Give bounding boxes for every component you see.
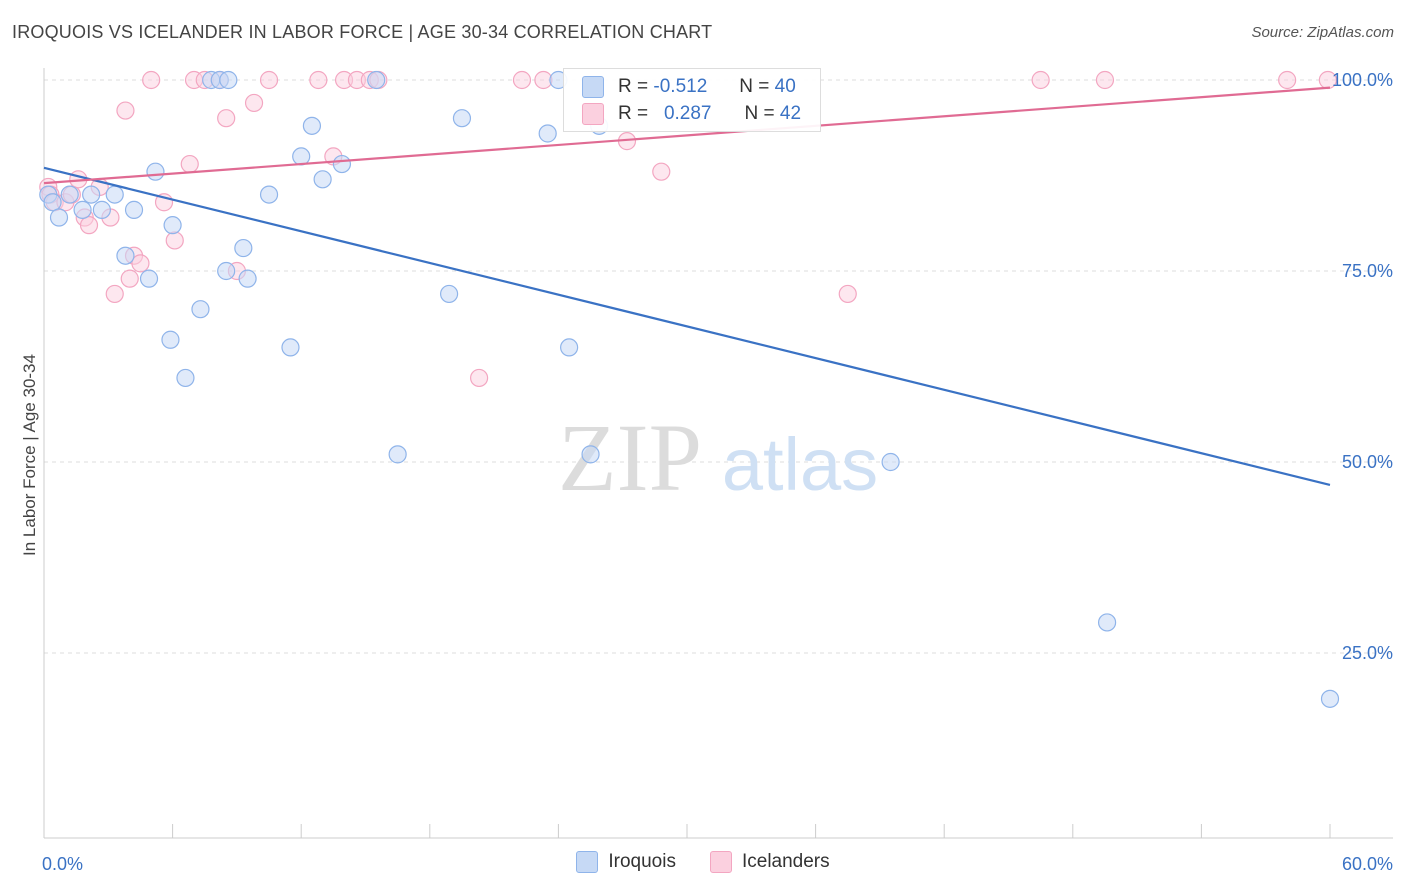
watermark-zip: ZIP bbox=[558, 404, 702, 511]
stats-row-iroquois: R = -0.512 N = 40 bbox=[582, 74, 796, 100]
icelanders-point bbox=[838, 284, 857, 304]
iroquois-point bbox=[105, 185, 124, 204]
icelanders-point bbox=[142, 70, 161, 90]
tick-labels: 25.0% 50.0% 75.0% 100.0% 0.0% 60.0% bbox=[42, 70, 1393, 874]
iroquois-point bbox=[292, 147, 311, 166]
trendline-iroquois bbox=[43, 166, 1331, 486]
icelanders-point bbox=[116, 101, 135, 120]
iroquois-point bbox=[367, 70, 386, 90]
iroquois-point bbox=[881, 452, 900, 472]
legend: Iroquois Icelanders bbox=[0, 851, 1406, 873]
stats-swatch-iroquois bbox=[582, 76, 604, 98]
iroquois-point bbox=[43, 193, 62, 212]
icelanders-point bbox=[165, 231, 184, 250]
iroquois-point bbox=[560, 338, 579, 357]
icelanders-point bbox=[652, 162, 671, 181]
legend-swatch-icelanders bbox=[709, 851, 732, 873]
iroquois-point bbox=[302, 116, 322, 135]
axes bbox=[43, 68, 1393, 839]
iroquois-point bbox=[73, 200, 92, 219]
gridlines bbox=[44, 79, 1393, 654]
icelanders-point bbox=[79, 216, 99, 235]
icelanders-point bbox=[217, 109, 236, 128]
trendlines bbox=[43, 86, 1331, 486]
iroquois-point bbox=[313, 170, 332, 189]
stats-row-icelanders: R = 0.287 N = 42 bbox=[582, 101, 801, 127]
icelanders-point bbox=[259, 70, 279, 90]
iroquois-point bbox=[332, 154, 352, 174]
iroquois-point bbox=[161, 330, 180, 349]
iroquois-point bbox=[163, 216, 182, 235]
stats-r-value: 0.287 bbox=[663, 103, 712, 124]
iroquois-point bbox=[191, 300, 210, 319]
iroquois-point bbox=[259, 185, 279, 204]
icelanders-point bbox=[120, 269, 139, 288]
icelanders-point bbox=[180, 154, 199, 174]
iroquois-point bbox=[538, 124, 557, 143]
icelanders-point bbox=[469, 368, 489, 388]
legend-label-iroquois: Iroquois bbox=[608, 851, 676, 872]
iroquois-point bbox=[92, 200, 111, 219]
iroquois-point bbox=[1320, 689, 1340, 708]
iroquois-point bbox=[139, 269, 159, 288]
stats-r-value: -0.512 bbox=[653, 76, 708, 97]
iroquois-point bbox=[281, 338, 300, 357]
iroquois-point bbox=[234, 238, 253, 258]
watermark-atlas: atlas bbox=[722, 423, 878, 506]
stats-n-label: N = bbox=[739, 76, 770, 97]
chart-title: IROQUOIS VS ICELANDER IN LABOR FORCE | A… bbox=[12, 22, 713, 42]
iroquois-point bbox=[49, 208, 69, 227]
x-tick-label: 0.0% bbox=[42, 854, 83, 874]
icelanders-point bbox=[131, 254, 150, 273]
icelanders-point bbox=[244, 93, 264, 113]
iroquois-point bbox=[1097, 613, 1117, 632]
icelanders-point bbox=[1031, 70, 1050, 90]
iroquois-point bbox=[60, 185, 79, 204]
stats-box: R = -0.512 N = 40 R = 0.287 N = 42 bbox=[563, 68, 821, 132]
x-tick-label: 60.0% bbox=[1342, 854, 1393, 874]
stats-r-label: R = bbox=[618, 76, 649, 97]
legend-swatch-iroquois bbox=[576, 851, 599, 873]
legend-item-icelanders[interactable]: Icelanders bbox=[709, 851, 830, 873]
y-tick-label: 50.0% bbox=[1342, 452, 1393, 472]
iroquois-point bbox=[82, 185, 101, 204]
stats-n-value: 42 bbox=[779, 103, 802, 124]
iroquois-point bbox=[452, 109, 472, 128]
icelanders-point bbox=[1278, 70, 1297, 90]
iroquois-point bbox=[439, 284, 459, 304]
y-tick-label: 25.0% bbox=[1342, 643, 1393, 663]
iroquois-point bbox=[124, 200, 144, 219]
stats-n-value: 40 bbox=[774, 76, 796, 97]
iroquois-point bbox=[146, 162, 165, 181]
legend-label-icelanders: Icelanders bbox=[741, 851, 830, 872]
iroquois-point bbox=[116, 246, 135, 265]
iroquois-point bbox=[219, 70, 238, 90]
series-iroquois bbox=[39, 70, 1340, 708]
icelanders-point bbox=[1095, 70, 1115, 90]
source-label: Source: ZipAtlas.com bbox=[1251, 24, 1394, 41]
trendline-icelanders bbox=[43, 86, 1331, 185]
y-tick-label: 100.0% bbox=[1332, 70, 1393, 90]
iroquois-point bbox=[238, 269, 257, 288]
icelanders-point bbox=[105, 284, 124, 304]
iroquois-point bbox=[581, 445, 600, 464]
stats-r-label: R = bbox=[618, 103, 649, 124]
stats-swatch-icelanders bbox=[582, 103, 604, 125]
legend-item-iroquois[interactable]: Iroquois bbox=[576, 851, 676, 873]
y-tick-label: 75.0% bbox=[1342, 261, 1393, 281]
icelanders-point bbox=[512, 70, 532, 90]
icelanders-point bbox=[309, 70, 328, 90]
stats-n-label: N = bbox=[744, 103, 775, 124]
iroquois-point bbox=[217, 261, 236, 281]
iroquois-point bbox=[176, 368, 195, 388]
iroquois-point bbox=[388, 445, 407, 464]
